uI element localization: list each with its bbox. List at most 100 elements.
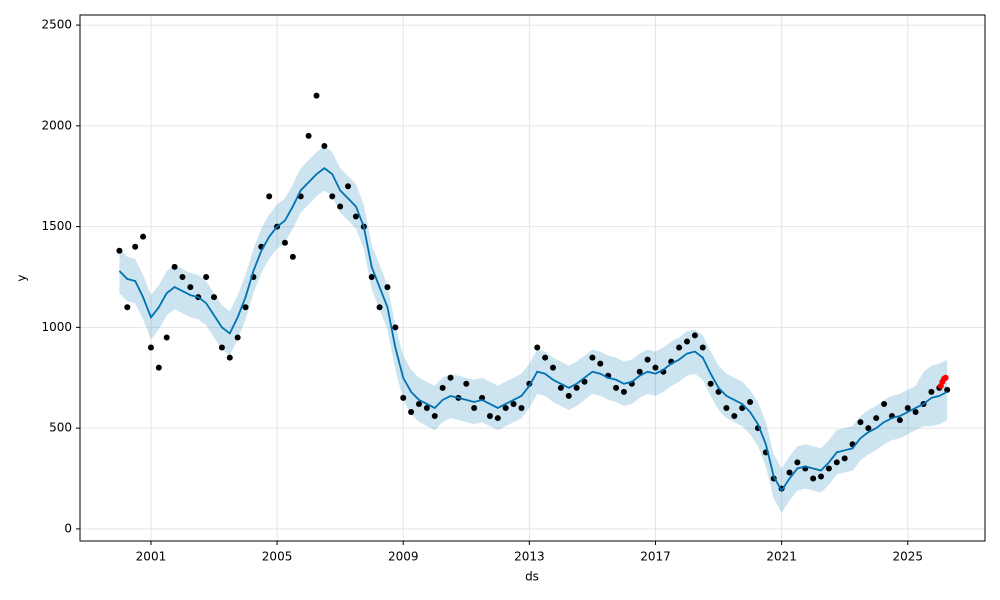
observation-point xyxy=(810,475,817,482)
plot-frame xyxy=(79,14,986,542)
x-tick-label: 2009 xyxy=(388,550,419,564)
observation-point xyxy=(652,364,659,371)
observation-point xyxy=(163,334,170,341)
observation-point xyxy=(676,344,683,351)
observation-point xyxy=(337,203,344,210)
observation-point xyxy=(132,243,139,250)
observation-point xyxy=(620,388,627,395)
observation-point xyxy=(439,384,446,391)
x-tick-label: 2001 xyxy=(136,550,167,564)
axes: 2001 2005 2009 2013 2017 2021 2025 0 500 1000 1500… xyxy=(41,18,923,564)
observation-point xyxy=(471,404,478,411)
observation-point xyxy=(510,400,517,407)
observation-point xyxy=(376,304,383,311)
observation-point xyxy=(865,425,872,432)
x-tick-label: 2017 xyxy=(640,550,671,564)
observation-point xyxy=(486,413,493,420)
observation-point xyxy=(345,183,352,190)
observation-point xyxy=(384,284,391,291)
forecast-line xyxy=(118,167,948,493)
y-tick-label: 2500 xyxy=(41,18,72,32)
observation-point xyxy=(794,459,801,466)
x-tick-label: 2025 xyxy=(892,550,923,564)
observation-point xyxy=(218,344,225,351)
observation-point xyxy=(226,354,233,361)
observation-point xyxy=(305,132,312,139)
observation-point xyxy=(581,378,588,385)
observation-point xyxy=(684,338,691,345)
observation-point xyxy=(573,384,580,391)
observation-point xyxy=(731,413,738,420)
observation-point xyxy=(171,263,178,270)
observation-point xyxy=(116,247,123,254)
observation-point xyxy=(447,374,454,381)
observation-point xyxy=(873,415,880,422)
observation-point xyxy=(155,364,162,371)
y-tick-label: 0 xyxy=(64,521,72,535)
x-axis-label: ds xyxy=(525,570,539,584)
observation-point xyxy=(147,344,154,351)
y-tick-label: 500 xyxy=(49,421,72,435)
observation-point xyxy=(928,388,935,395)
observation-point xyxy=(400,394,407,401)
observation-point xyxy=(321,142,328,149)
observation-point xyxy=(896,417,903,424)
y-tick-label: 1500 xyxy=(41,219,72,233)
grid xyxy=(80,15,985,541)
observation-point xyxy=(881,400,888,407)
observation-point xyxy=(944,386,951,393)
observation-point xyxy=(368,273,375,280)
observation-point xyxy=(833,459,840,466)
observation-point xyxy=(942,374,949,381)
observation-point xyxy=(707,380,714,387)
observation-point xyxy=(904,404,911,411)
observation-point xyxy=(565,392,572,399)
observation-point xyxy=(242,304,249,311)
observation-point xyxy=(289,253,296,260)
observation-point xyxy=(699,344,706,351)
observation-point xyxy=(203,273,210,280)
observation-point xyxy=(140,233,147,240)
observation-point xyxy=(187,284,194,291)
observation-point xyxy=(818,473,825,480)
observation-point xyxy=(211,294,218,301)
observation-point xyxy=(857,419,864,426)
observation-point xyxy=(534,344,541,351)
x-tick-label: 2021 xyxy=(766,550,797,564)
observation-point xyxy=(313,92,320,99)
observation-point xyxy=(124,304,131,311)
observation-point xyxy=(636,368,643,375)
observation-point xyxy=(494,415,501,422)
y-axis-label: y xyxy=(15,274,29,281)
observation-point xyxy=(415,400,422,407)
observation-point xyxy=(841,455,848,462)
observation-point xyxy=(549,364,556,371)
y-tick-label: 2000 xyxy=(41,118,72,132)
observation-point xyxy=(825,465,832,472)
observation-point xyxy=(423,404,430,411)
observation-point xyxy=(786,469,793,476)
observation-point xyxy=(179,273,186,280)
y-tick-label: 1000 xyxy=(41,320,72,334)
observation-point xyxy=(613,384,620,391)
observation-point xyxy=(281,239,288,246)
observation-point xyxy=(747,398,754,405)
observation-point xyxy=(597,360,604,367)
observation-point xyxy=(502,404,509,411)
x-tick-label: 2005 xyxy=(262,550,293,564)
x-tick-label: 2013 xyxy=(514,550,545,564)
observation-point xyxy=(329,193,336,200)
observation-point xyxy=(589,354,596,361)
observation-point xyxy=(352,213,359,220)
observation-point xyxy=(912,409,919,416)
observation-point xyxy=(392,324,399,331)
observation-point xyxy=(518,404,525,411)
observation-point xyxy=(723,404,730,411)
observation-point xyxy=(408,409,415,416)
observation-point xyxy=(234,334,241,341)
observation-point xyxy=(644,356,651,363)
observation-point xyxy=(463,380,470,387)
uncertainty-band xyxy=(119,145,948,513)
plot-area xyxy=(116,92,951,513)
